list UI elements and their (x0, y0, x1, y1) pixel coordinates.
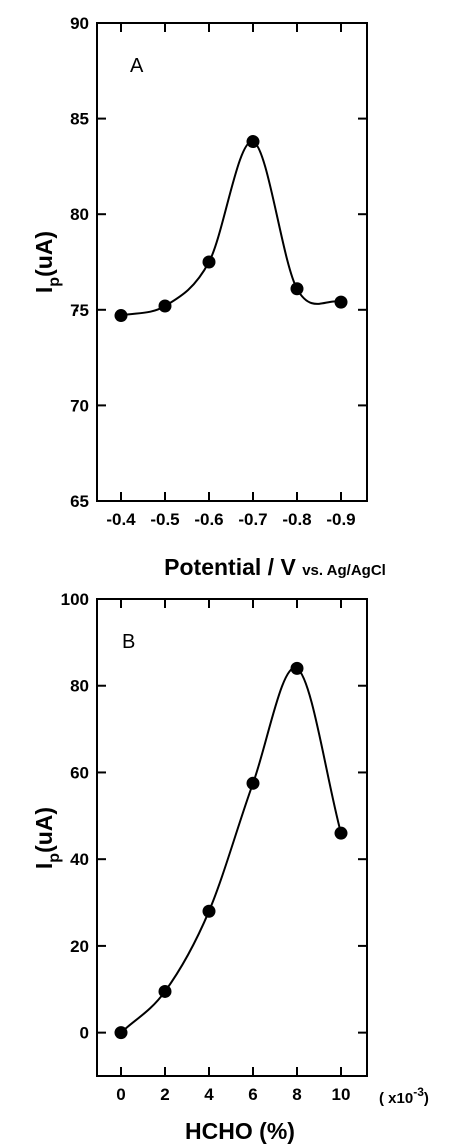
panel-b: 0 20 40 60 80 100 0 2 4 6 8 10 B Ip(uA) ( x10-3) H… (31, 590, 429, 1144)
panel-a-plot-frame (96, 22, 368, 502)
panel-a-stray-dash: - (73, 300, 79, 319)
data-point (246, 135, 260, 149)
x-tick-label: -0.9 (326, 510, 355, 529)
x-tick-label: -0.5 (150, 510, 179, 529)
panel-a-y-axis-title: Ip(uA) (31, 231, 63, 293)
y-tick-label: 75 (70, 301, 89, 320)
x-tick-label: -0.6 (194, 510, 223, 529)
x-tick-label: -0.7 (238, 510, 267, 529)
panel-a-label: A (130, 55, 144, 77)
data-point (158, 984, 172, 998)
panel-b-y-axis-title: Ip(uA) (31, 807, 63, 869)
y-tick-label: 40 (70, 850, 89, 869)
data-point (290, 661, 304, 675)
panel-b-y-ticks: 0 20 40 60 80 100 (61, 590, 367, 1043)
panel-b-plot-frame (96, 598, 368, 1077)
y-tick-label: 0 (80, 1024, 89, 1043)
panel-b-x-axis-title: HCHO (%) (185, 1118, 295, 1144)
panel-a-data-points (114, 135, 348, 323)
panel-b-label: B (122, 631, 135, 653)
y-tick-label: 90 (70, 14, 89, 33)
x-tick-label: 0 (116, 1085, 125, 1104)
data-point (290, 282, 304, 296)
data-point (246, 776, 260, 790)
panel-b-curve (120, 667, 342, 1034)
data-point (202, 255, 216, 269)
panel-a-x-axis-title: Potential / V vs. Ag/AgCl (164, 554, 386, 580)
x-tick-label: 6 (248, 1085, 257, 1104)
x-tick-label: 10 (332, 1085, 351, 1104)
data-point (114, 1026, 128, 1040)
y-tick-label: 100 (61, 590, 89, 609)
y-tick-label: 70 (70, 396, 89, 415)
panel-b-x-multiplier: ( x10-3) (379, 1085, 429, 1107)
y-tick-label: 80 (70, 677, 89, 696)
data-point (114, 309, 128, 323)
data-point (158, 299, 172, 313)
panel-a-curve (120, 140, 342, 317)
data-point (202, 904, 216, 918)
panel-a-y-ticks: 65 70 75 80 85 90 (70, 14, 367, 511)
y-tick-label: 65 (70, 492, 89, 511)
panel-b-x-ticks: 0 2 4 6 8 10 (116, 599, 350, 1104)
panel-b-data-points (114, 661, 348, 1040)
data-point (334, 826, 348, 840)
y-tick-label: 85 (70, 110, 89, 129)
x-tick-label: 4 (204, 1085, 214, 1104)
y-tick-label: 80 (70, 205, 89, 224)
panel-a-x-ticks: -0.4 -0.5 -0.6 -0.7 -0.8 -0.9 (106, 23, 356, 529)
y-tick-label: 20 (70, 937, 89, 956)
data-point (334, 295, 348, 309)
x-tick-label: -0.4 (106, 510, 136, 529)
x-tick-label: 8 (292, 1085, 301, 1104)
x-tick-label: -0.8 (282, 510, 311, 529)
y-tick-label: 60 (70, 763, 89, 782)
x-tick-label: 2 (160, 1085, 169, 1104)
